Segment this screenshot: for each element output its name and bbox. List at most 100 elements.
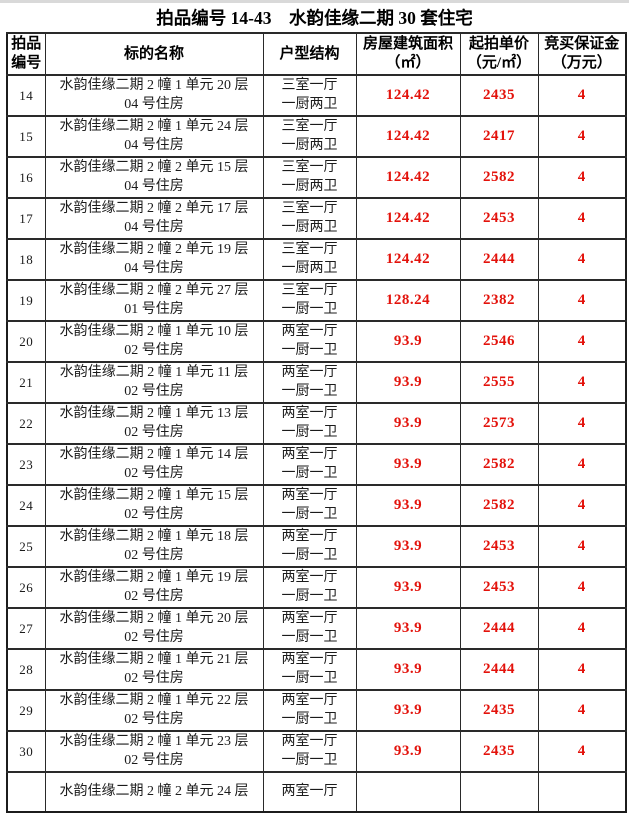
cell-building-area: 93.9: [355, 443, 461, 486]
cell-lot-name: 水韵佳缘二期 2 幢 2 单元 17 层 04 号住房: [44, 197, 264, 240]
cell-lot-name: 水韵佳缘二期 2 幢 1 单元 10 层 02 号住房: [44, 320, 264, 363]
cell-item-id: 15: [6, 115, 46, 158]
cell-item-id: 27: [6, 607, 46, 650]
table-row: 21 水韵佳缘二期 2 幢 1 单元 11 层 02 号住房 两室一厅 一厨一卫…: [6, 361, 627, 404]
cell-unit-structure: 三室一厅 一厨一卫: [262, 279, 357, 322]
cell-building-area: 93.9: [355, 648, 461, 691]
cell-deposit: 4: [537, 525, 627, 568]
cell-building-area: 93.9: [355, 566, 461, 609]
col-header-structure: 户型结构: [262, 32, 357, 76]
cell-deposit: 4: [537, 607, 627, 650]
cell-lot-name: 水韵佳缘二期 2 幢 1 单元 21 层 02 号住房: [44, 648, 264, 691]
cell-lot-name: 水韵佳缘二期 2 幢 1 单元 19 层 02 号住房: [44, 566, 264, 609]
cell-starting-price: 2453: [459, 197, 539, 240]
cell-lot-name: 水韵佳缘二期 2 幢 1 单元 24 层 04 号住房: [44, 115, 264, 158]
cell-unit-structure: 两室一厅 一厨一卫: [262, 443, 357, 486]
cell-unit-structure: 两室一厅 一厨一卫: [262, 402, 357, 445]
table-row: 20 水韵佳缘二期 2 幢 1 单元 10 层 02 号住房 两室一厅 一厨一卫…: [6, 320, 627, 363]
cell-building-area: 93.9: [355, 730, 461, 773]
table-row: 15 水韵佳缘二期 2 幢 1 单元 24 层 04 号住房 三室一厅 一厨两卫…: [6, 115, 627, 158]
cell-deposit: 4: [537, 566, 627, 609]
cell-building-area: 93.9: [355, 525, 461, 568]
table-row: 23 水韵佳缘二期 2 幢 1 单元 14 层 02 号住房 两室一厅 一厨一卫…: [6, 443, 627, 486]
cell-unit-structure: 两室一厅 一厨一卫: [262, 320, 357, 363]
table-row: 16 水韵佳缘二期 2 幢 2 单元 15 层 04 号住房 三室一厅 一厨两卫…: [6, 156, 627, 199]
cell-lot-name: 水韵佳缘二期 2 幢 1 单元 18 层 02 号住房: [44, 525, 264, 568]
cell-deposit: 4: [537, 484, 627, 527]
cell-starting-price: 2582: [459, 156, 539, 199]
table-body: 14 水韵佳缘二期 2 幢 1 单元 20 层 04 号住房 三室一厅 一厨两卫…: [6, 74, 627, 813]
cell-deposit: 4: [537, 279, 627, 322]
cell-starting-price: 2444: [459, 648, 539, 691]
cell-unit-structure: 两室一厅 一厨一卫: [262, 566, 357, 609]
cell-starting-price: 2435: [459, 74, 539, 117]
cell-starting-price: 2582: [459, 484, 539, 527]
table-row: 25 水韵佳缘二期 2 幢 1 单元 18 层 02 号住房 两室一厅 一厨一卫…: [6, 525, 627, 568]
cell-deposit: 4: [537, 648, 627, 691]
cell-unit-structure: 两室一厅 一厨一卫: [262, 648, 357, 691]
cell-unit-structure: 三室一厅 一厨两卫: [262, 115, 357, 158]
cell-starting-price: 2555: [459, 361, 539, 404]
table-row: 水韵佳缘二期 2 幢 2 单元 24 层 两室一厅: [6, 770, 627, 813]
cell-unit-structure: 两室一厅 一厨一卫: [262, 607, 357, 650]
cell-item-id: 24: [6, 484, 46, 527]
cell-deposit: 4: [537, 443, 627, 486]
cell-starting-price: 2582: [459, 443, 539, 486]
cell-lot-name: 水韵佳缘二期 2 幢 1 单元 20 层 04 号住房: [44, 74, 264, 117]
cell-building-area: 124.42: [355, 115, 461, 158]
cell-starting-price: 2453: [459, 566, 539, 609]
cell-building-area: 124.42: [355, 197, 461, 240]
cell-unit-structure: 两室一厅 一厨一卫: [262, 484, 357, 527]
cell-item-id: 19: [6, 279, 46, 322]
cell-building-area: 124.42: [355, 156, 461, 199]
table-row: 14 水韵佳缘二期 2 幢 1 单元 20 层 04 号住房 三室一厅 一厨两卫…: [6, 74, 627, 117]
cell-starting-price: [459, 770, 539, 813]
cell-unit-structure: 两室一厅: [262, 770, 357, 813]
cell-unit-structure: 两室一厅 一厨一卫: [262, 730, 357, 773]
table-row: 22 水韵佳缘二期 2 幢 1 单元 13 层 02 号住房 两室一厅 一厨一卫…: [6, 402, 627, 445]
cell-deposit: 4: [537, 689, 627, 732]
auction-lots-table: 拍品 编号 标的名称 户型结构 房屋建筑面积 （㎡） 起拍单价 （元/㎡） 竞买…: [6, 32, 627, 813]
cell-starting-price: 2417: [459, 115, 539, 158]
cell-starting-price: 2382: [459, 279, 539, 322]
cell-item-id: 18: [6, 238, 46, 281]
cell-building-area: 124.42: [355, 238, 461, 281]
col-header-area: 房屋建筑面积 （㎡）: [355, 32, 461, 76]
cell-unit-structure: 两室一厅 一厨一卫: [262, 361, 357, 404]
table-row: 28 水韵佳缘二期 2 幢 1 单元 21 层 02 号住房 两室一厅 一厨一卫…: [6, 648, 627, 691]
cell-item-id: 29: [6, 689, 46, 732]
cell-unit-structure: 三室一厅 一厨两卫: [262, 238, 357, 281]
table-row: 27 水韵佳缘二期 2 幢 1 单元 20 层 02 号住房 两室一厅 一厨一卫…: [6, 607, 627, 650]
cell-building-area: 93.9: [355, 320, 461, 363]
cell-building-area: 128.24: [355, 279, 461, 322]
cell-building-area: 93.9: [355, 361, 461, 404]
col-header-item-id: 拍品 编号: [6, 32, 46, 76]
cell-item-id: 28: [6, 648, 46, 691]
cell-item-id: 21: [6, 361, 46, 404]
page-top-edge: [0, 0, 629, 3]
cell-unit-structure: 三室一厅 一厨两卫: [262, 197, 357, 240]
cell-lot-name: 水韵佳缘二期 2 幢 2 单元 15 层 04 号住房: [44, 156, 264, 199]
cell-lot-name: 水韵佳缘二期 2 幢 1 单元 15 层 02 号住房: [44, 484, 264, 527]
cell-unit-structure: 两室一厅 一厨一卫: [262, 689, 357, 732]
cell-deposit: 4: [537, 238, 627, 281]
cell-lot-name: 水韵佳缘二期 2 幢 1 单元 23 层 02 号住房: [44, 730, 264, 773]
cell-item-id: [6, 770, 46, 813]
cell-lot-name: 水韵佳缘二期 2 幢 2 单元 19 层 04 号住房: [44, 238, 264, 281]
cell-deposit: 4: [537, 115, 627, 158]
cell-starting-price: 2453: [459, 525, 539, 568]
cell-unit-structure: 三室一厅 一厨两卫: [262, 156, 357, 199]
cell-building-area: 93.9: [355, 689, 461, 732]
cell-item-id: 17: [6, 197, 46, 240]
table-row: 17 水韵佳缘二期 2 幢 2 单元 17 层 04 号住房 三室一厅 一厨两卫…: [6, 197, 627, 240]
cell-item-id: 23: [6, 443, 46, 486]
cell-item-id: 30: [6, 730, 46, 773]
table-row: 18 水韵佳缘二期 2 幢 2 单元 19 层 04 号住房 三室一厅 一厨两卫…: [6, 238, 627, 281]
table-row: 26 水韵佳缘二期 2 幢 1 单元 19 层 02 号住房 两室一厅 一厨一卫…: [6, 566, 627, 609]
col-header-price: 起拍单价 （元/㎡）: [459, 32, 539, 76]
cell-item-id: 22: [6, 402, 46, 445]
col-header-deposit: 竞买保证金 （万元）: [537, 32, 627, 76]
cell-building-area: 93.9: [355, 607, 461, 650]
cell-unit-structure: 三室一厅 一厨两卫: [262, 74, 357, 117]
cell-building-area: 93.9: [355, 402, 461, 445]
